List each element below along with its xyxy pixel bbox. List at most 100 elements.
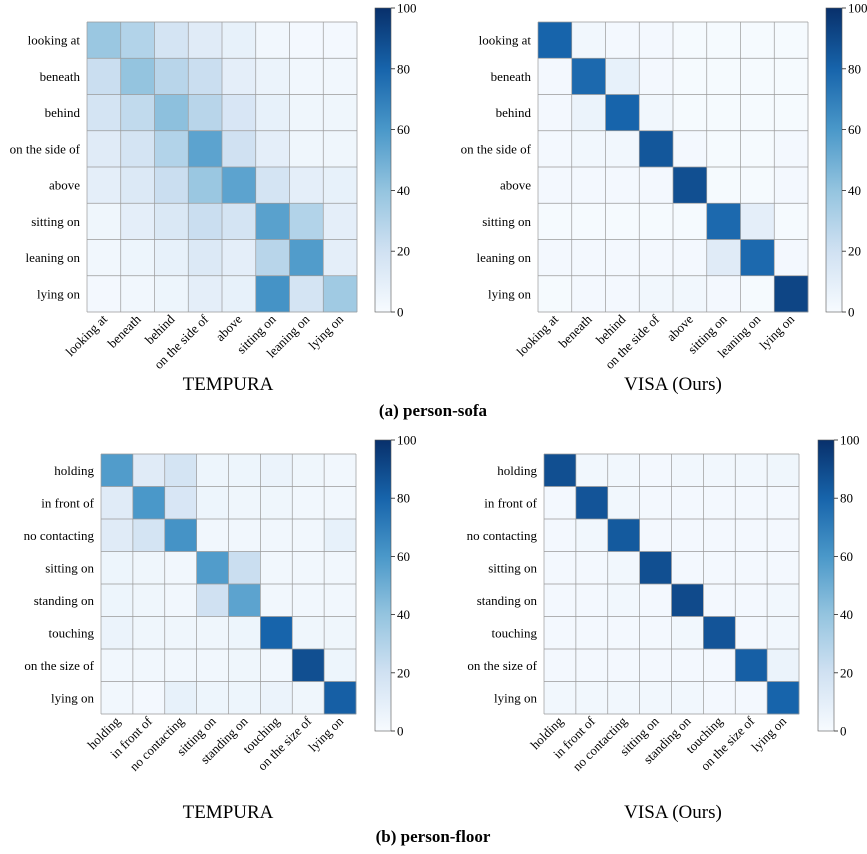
y-tick-label: leaning on <box>25 250 80 265</box>
heatmap-cell <box>571 239 606 277</box>
heatmap-cell <box>188 167 223 204</box>
heatmap-cell <box>673 275 708 313</box>
heatmap-cell <box>571 22 606 59</box>
heatmap-cell <box>706 239 741 277</box>
heatmap-cell <box>289 22 324 59</box>
heatmap-cell <box>706 58 741 95</box>
heatmap-cell <box>673 239 708 277</box>
y-tick-label: standing on <box>477 593 538 608</box>
x-tick-label: beneath <box>105 311 145 351</box>
heatmap-cell <box>767 681 800 715</box>
heatmap-cell <box>571 203 606 240</box>
heatmap-cell <box>255 275 290 313</box>
heatmap-cell <box>228 486 261 520</box>
y-tick-label: behind <box>45 105 81 120</box>
heatmap-cell <box>323 167 358 204</box>
y-tick-label: above <box>500 178 531 193</box>
heatmap-cell <box>323 94 358 132</box>
heatmap-cell <box>639 454 672 487</box>
heatmap-cell <box>132 681 166 715</box>
heatmap-cell <box>671 551 704 585</box>
heatmap-cell <box>605 58 640 95</box>
heatmap-cell <box>324 454 357 487</box>
heatmap-cell <box>120 130 155 168</box>
colorbar-tick-label: 0 <box>397 724 404 739</box>
y-tick-label: touching <box>492 625 538 640</box>
x-tick-label: lying on <box>305 311 346 352</box>
heatmap-cell <box>575 486 609 520</box>
y-tick-label: lying on <box>488 286 531 301</box>
heatmap-cell <box>607 519 640 552</box>
y-tick-label: touching <box>49 625 95 640</box>
heatmap-cell <box>196 649 229 682</box>
heatmap-cell <box>101 454 134 487</box>
heatmap-cell <box>222 275 257 313</box>
heatmap-cell <box>292 584 325 617</box>
heatmap-cell <box>292 616 325 650</box>
heatmap-cell <box>101 649 134 682</box>
x-tick-label: looking at <box>513 311 561 359</box>
heatmap-cell <box>188 94 223 132</box>
heatmap-cell <box>222 94 257 132</box>
heatmap-cell <box>164 486 197 520</box>
y-tick-label: sitting on <box>482 214 531 229</box>
y-tick-label: behind <box>496 105 532 120</box>
heatmap-cell <box>671 519 704 552</box>
heatmap-cell <box>774 130 809 168</box>
heatmap-cell <box>544 649 577 682</box>
y-tick-label: leaning on <box>476 250 531 265</box>
heatmap-cell <box>607 454 640 487</box>
heatmap-cell <box>673 130 708 168</box>
heatmap-cell <box>538 167 573 204</box>
heatmap-cell <box>767 551 800 585</box>
heatmap-cell <box>740 167 775 204</box>
panel-title: TEMPURA <box>183 374 274 395</box>
heatmap-cell <box>735 486 768 520</box>
heatmap-cell <box>671 486 704 520</box>
heatmap-cell <box>154 58 189 95</box>
heatmap-cell <box>222 58 257 95</box>
colorbar-tick-label: 20 <box>397 665 410 680</box>
heatmap-cell <box>639 203 674 240</box>
heatmap-cell <box>544 519 577 552</box>
heatmap-cell <box>575 519 609 552</box>
heatmap-cell <box>222 130 257 168</box>
heatmap-cell <box>575 454 609 487</box>
heatmap-cell <box>767 616 800 650</box>
heatmap-cell <box>132 649 166 682</box>
colorbar-tick-label: 60 <box>848 122 861 137</box>
heatmap-cell <box>639 584 672 617</box>
colorbar-tick-label: 100 <box>397 1 417 16</box>
colorbar <box>817 439 835 732</box>
heatmap-cell <box>164 584 197 617</box>
y-tick-label: on the size of <box>467 658 537 673</box>
heatmap-cell <box>605 94 640 132</box>
heatmap-cell <box>292 486 325 520</box>
heatmap-cell <box>703 616 736 650</box>
heatmap-cell <box>703 649 736 682</box>
y-tick-label: holding <box>497 463 537 478</box>
heatmap-cell <box>260 486 293 520</box>
heatmap-cell <box>292 519 325 552</box>
x-tick-label: lying on <box>756 311 797 352</box>
colorbar-tick-label: 100 <box>848 1 867 16</box>
heatmap-cell <box>101 486 134 520</box>
heatmap-cell <box>222 203 257 240</box>
heatmap-cell <box>671 454 704 487</box>
heatmap-cell <box>639 58 674 95</box>
panel-title: VISA (Ours) <box>624 374 722 395</box>
colorbar <box>374 7 392 313</box>
heatmap-cell <box>324 519 357 552</box>
x-tick-label: lying on <box>305 713 346 754</box>
heatmap-cell <box>605 203 640 240</box>
heatmap-cell <box>255 167 290 204</box>
caption-b: (b) person-floor <box>376 827 491 846</box>
y-tick-label: in front of <box>484 495 537 510</box>
heatmap-cell <box>196 681 229 715</box>
heatmap-cell <box>767 584 800 617</box>
heatmap-cell <box>607 486 640 520</box>
heatmap-cell <box>87 58 122 95</box>
heatmap-cell <box>120 22 155 59</box>
heatmap-cell <box>87 275 122 313</box>
